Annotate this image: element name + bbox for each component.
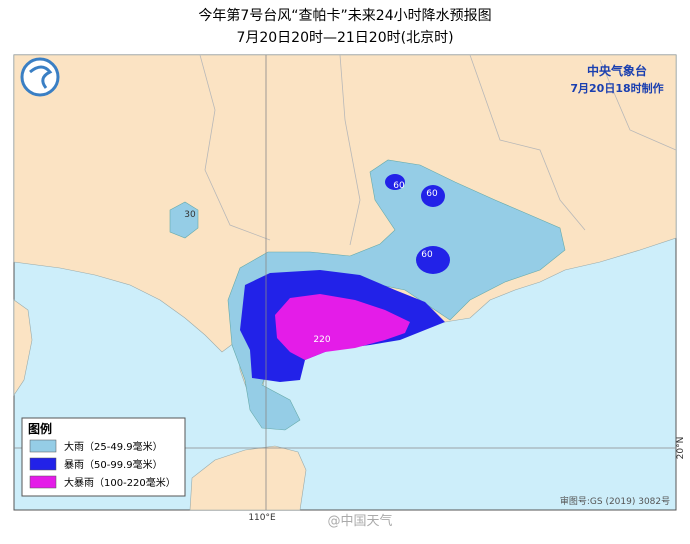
legend-label: 暴雨（50-99.9毫米） — [64, 458, 163, 471]
contour-label: 60 — [426, 189, 438, 199]
approval: 审图号:GS (2019) 3082号 — [560, 495, 670, 507]
contour-label: 60 — [393, 181, 405, 191]
watermark: @中国天气 — [327, 513, 392, 529]
agency-issued: 7月20日18时制作 — [570, 81, 663, 95]
rain-torrential-b — [421, 185, 445, 207]
title: 今年第7号台风“查帕卡”未来24小时降水预报图 — [198, 7, 491, 24]
legend-label: 大暴雨（100-220毫米） — [64, 476, 176, 489]
coast-west — [13, 299, 33, 396]
subtitle: 7月20日20时—21日20时(北京时) — [236, 30, 453, 46]
legend-swatch — [29, 475, 57, 489]
rain-torrential-a — [385, 174, 405, 190]
contour-label: 220 — [313, 335, 330, 345]
borders — [199, 54, 677, 246]
legend-swatch — [29, 439, 57, 453]
agency-name: 中央气象台 — [587, 63, 647, 78]
latitude-label: 20°N — [676, 437, 686, 460]
longitude-label: 110°E — [248, 513, 276, 523]
rain-torrential-c — [416, 246, 450, 274]
contour-label: 60 — [421, 250, 433, 260]
legend-items: 大雨（25-49.9毫米） 暴雨（50-99.9毫米） 大暴雨（100-220毫米） — [29, 439, 176, 489]
rain-extreme — [275, 294, 410, 360]
hainan — [189, 445, 307, 511]
rain-heavy-small — [169, 201, 199, 239]
map-frame: 中央气象台 7月20日18时制作 60 60 60 30 220 图例 大雨（2… — [13, 54, 677, 511]
logo — [20, 57, 60, 97]
legend-swatch — [29, 457, 57, 471]
legend-title: 图例 — [28, 421, 52, 436]
legend-label: 大雨（25-49.9毫米） — [64, 440, 163, 453]
contour-label: 30 — [184, 210, 196, 220]
legend: 图例 大雨（25-49.9毫米） 暴雨（50-99.9毫米） 大暴雨（100-220… — [21, 417, 186, 497]
